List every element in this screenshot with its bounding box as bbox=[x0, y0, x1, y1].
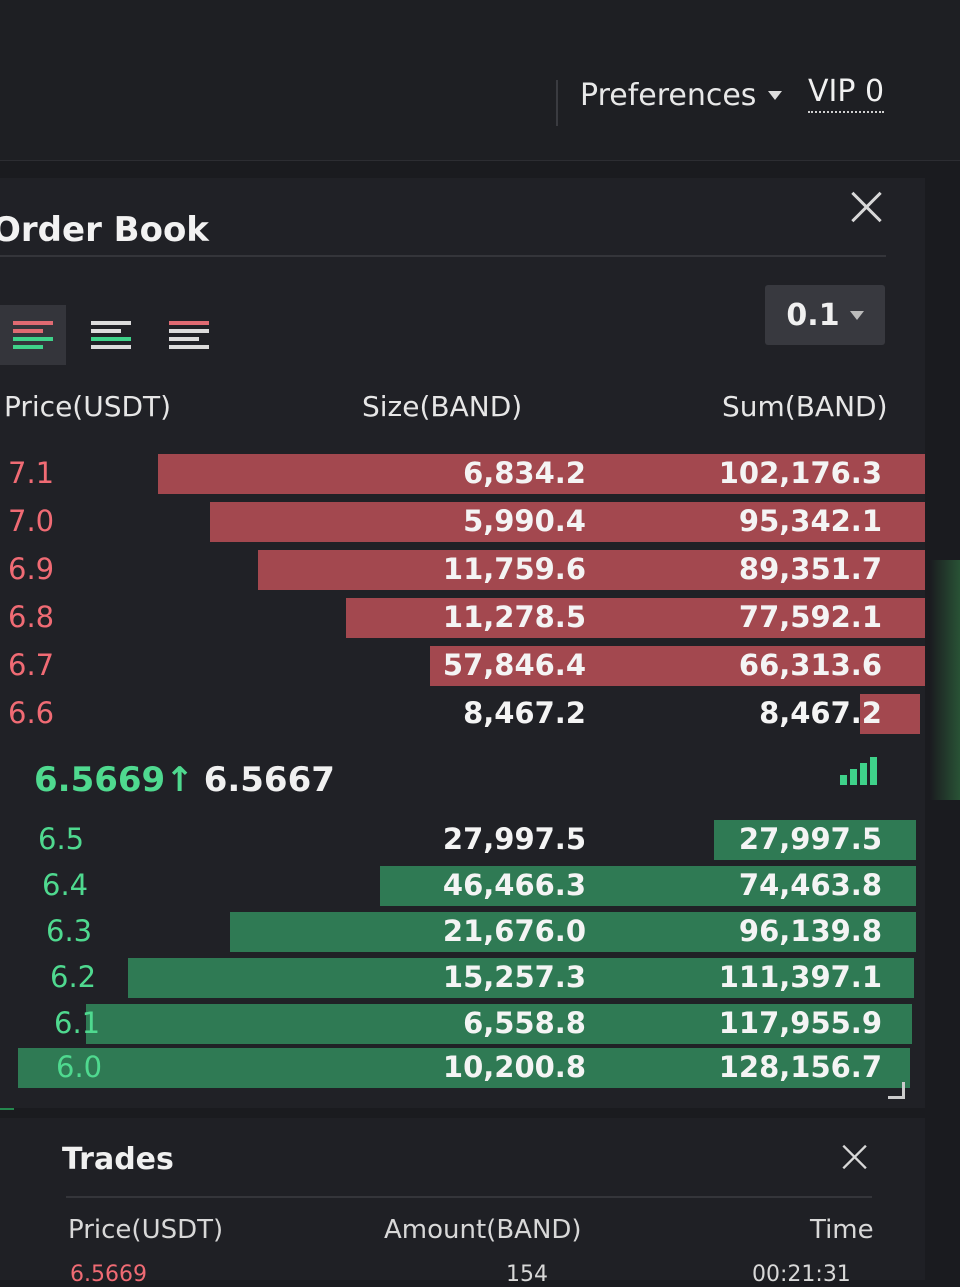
ask-size: 57,846.4 bbox=[442, 648, 586, 682]
size-column-header: Size(BAND) bbox=[362, 390, 523, 423]
ask-row[interactable]: 6.6 8,467.2 8,467.2 bbox=[0, 692, 925, 736]
ask-sum: 95,342.1 bbox=[738, 504, 882, 538]
ask-row[interactable]: 7.1 6,834.2 102,176.3 bbox=[0, 452, 925, 496]
trade-price: 6.5669 bbox=[70, 1262, 147, 1287]
view-both-button[interactable] bbox=[0, 305, 66, 365]
ask-size: 5,990.4 bbox=[463, 504, 586, 538]
price-column-header: Price(USDT) bbox=[4, 390, 172, 423]
depth-bar bbox=[258, 550, 925, 590]
preferences-dropdown[interactable]: Preferences bbox=[580, 78, 783, 113]
order-book-both-icon bbox=[13, 321, 53, 349]
arrow-up-icon: ↑ bbox=[165, 760, 194, 800]
sum-column-header: Sum(BAND) bbox=[722, 390, 888, 423]
price-step-value: 0.1 bbox=[786, 297, 840, 333]
ask-row[interactable]: 6.9 11,759.6 89,351.7 bbox=[0, 548, 925, 592]
last-price: 6.5669 bbox=[34, 760, 166, 800]
price-step-select[interactable]: 0.1 bbox=[765, 285, 885, 345]
bid-size: 6,558.8 bbox=[463, 1006, 586, 1040]
ask-price: 6.7 bbox=[8, 648, 55, 682]
bid-size: 46,466.3 bbox=[442, 868, 586, 902]
title-divider bbox=[0, 255, 886, 257]
view-asks-button[interactable] bbox=[156, 305, 222, 365]
chevron-down-icon bbox=[849, 310, 864, 320]
trades-time-header: Time bbox=[810, 1215, 874, 1245]
bid-row[interactable]: 6.2 15,257.3 111,397.1 bbox=[0, 956, 925, 1000]
ask-row[interactable]: 6.8 11,278.5 77,592.1 bbox=[0, 596, 925, 640]
ask-price: 6.8 bbox=[8, 600, 55, 634]
ask-price: 6.9 bbox=[8, 552, 55, 586]
depth-bar bbox=[128, 958, 914, 998]
order-book-asks-icon bbox=[169, 321, 209, 349]
trades-title: Trades bbox=[62, 1142, 174, 1177]
trade-time: 00:21:31 bbox=[752, 1262, 851, 1287]
background-glow bbox=[930, 560, 960, 800]
bid-row[interactable]: 6.3 21,676.0 96,139.8 bbox=[0, 910, 925, 954]
trade-amount: 154 bbox=[506, 1262, 548, 1287]
depth-bar bbox=[380, 866, 916, 906]
depth-bar bbox=[210, 502, 925, 542]
ask-sum: 77,592.1 bbox=[738, 600, 882, 634]
bid-sum: 111,397.1 bbox=[718, 960, 882, 994]
bid-price: 6.5 bbox=[38, 822, 85, 856]
bid-row[interactable]: 6.0 10,200.8 128,156.7 bbox=[0, 1046, 925, 1090]
order-book-title: Order Book bbox=[0, 210, 209, 250]
ask-row[interactable]: 7.0 5,990.4 95,342.1 bbox=[0, 500, 925, 544]
depth-bar bbox=[714, 820, 916, 860]
bid-price: 6.3 bbox=[46, 914, 93, 948]
top-bar: Preferences VIP 0 bbox=[0, 0, 960, 161]
signal-strength-icon bbox=[840, 755, 882, 785]
depth-bar bbox=[86, 1004, 912, 1044]
ask-sum: 66,313.6 bbox=[738, 648, 882, 682]
bid-sum: 74,463.8 bbox=[738, 868, 882, 902]
depth-bar bbox=[860, 694, 920, 734]
bid-row[interactable]: 6.1 6,558.8 117,955.9 bbox=[0, 1002, 925, 1046]
ask-price: 7.1 bbox=[8, 456, 55, 490]
bid-price: 6.1 bbox=[54, 1006, 101, 1040]
bid-size: 21,676.0 bbox=[442, 914, 586, 948]
bid-sum: 27,997.5 bbox=[738, 822, 882, 856]
ask-price: 7.0 bbox=[8, 504, 55, 538]
order-book-bids-icon bbox=[91, 321, 131, 349]
depth-bar bbox=[430, 646, 925, 686]
bid-sum: 128,156.7 bbox=[718, 1050, 882, 1084]
depth-bar bbox=[346, 598, 925, 638]
resize-handle-icon[interactable] bbox=[888, 1082, 905, 1099]
depth-bar bbox=[18, 1048, 910, 1088]
ask-row[interactable]: 6.7 57,846.4 66,313.6 bbox=[0, 644, 925, 688]
ask-size: 11,278.5 bbox=[442, 600, 586, 634]
trades-amount-header: Amount(BAND) bbox=[384, 1215, 582, 1245]
bid-price: 6.0 bbox=[56, 1050, 103, 1084]
ask-price: 6.6 bbox=[8, 696, 55, 730]
view-bids-button[interactable] bbox=[78, 305, 144, 365]
close-icon[interactable] bbox=[850, 190, 884, 224]
depth-bar bbox=[230, 912, 916, 952]
top-divider bbox=[556, 80, 558, 126]
bid-sum: 117,955.9 bbox=[718, 1006, 882, 1040]
ask-size: 8,467.2 bbox=[463, 696, 586, 730]
last-price-display: 6.5669↑ 6.5667 bbox=[34, 760, 335, 800]
close-icon[interactable] bbox=[841, 1143, 868, 1170]
bid-size: 15,257.3 bbox=[442, 960, 586, 994]
bid-size: 10,200.8 bbox=[442, 1050, 586, 1084]
bid-sum: 96,139.8 bbox=[738, 914, 882, 948]
bid-row[interactable]: 6.5 27,997.5 27,997.5 bbox=[0, 818, 925, 862]
bid-price: 6.2 bbox=[50, 960, 97, 994]
trades-panel bbox=[0, 1118, 925, 1280]
trades-price-header: Price(USDT) bbox=[68, 1215, 224, 1245]
bid-size: 27,997.5 bbox=[442, 822, 586, 856]
ask-sum: 8,467.2 bbox=[759, 696, 882, 730]
ask-size: 6,834.2 bbox=[463, 456, 586, 490]
ask-size: 11,759.6 bbox=[442, 552, 586, 586]
preferences-label: Preferences bbox=[580, 78, 757, 113]
vip-level-link[interactable]: VIP 0 bbox=[808, 74, 885, 113]
trades-divider bbox=[66, 1196, 872, 1198]
ask-sum: 89,351.7 bbox=[738, 552, 882, 586]
depth-bar bbox=[158, 454, 925, 494]
ask-sum: 102,176.3 bbox=[718, 456, 882, 490]
mark-price: 6.5667 bbox=[203, 760, 335, 800]
chevron-down-icon bbox=[768, 91, 783, 100]
bid-row[interactable]: 6.4 46,466.3 74,463.8 bbox=[0, 864, 925, 908]
bid-price: 6.4 bbox=[42, 868, 89, 902]
